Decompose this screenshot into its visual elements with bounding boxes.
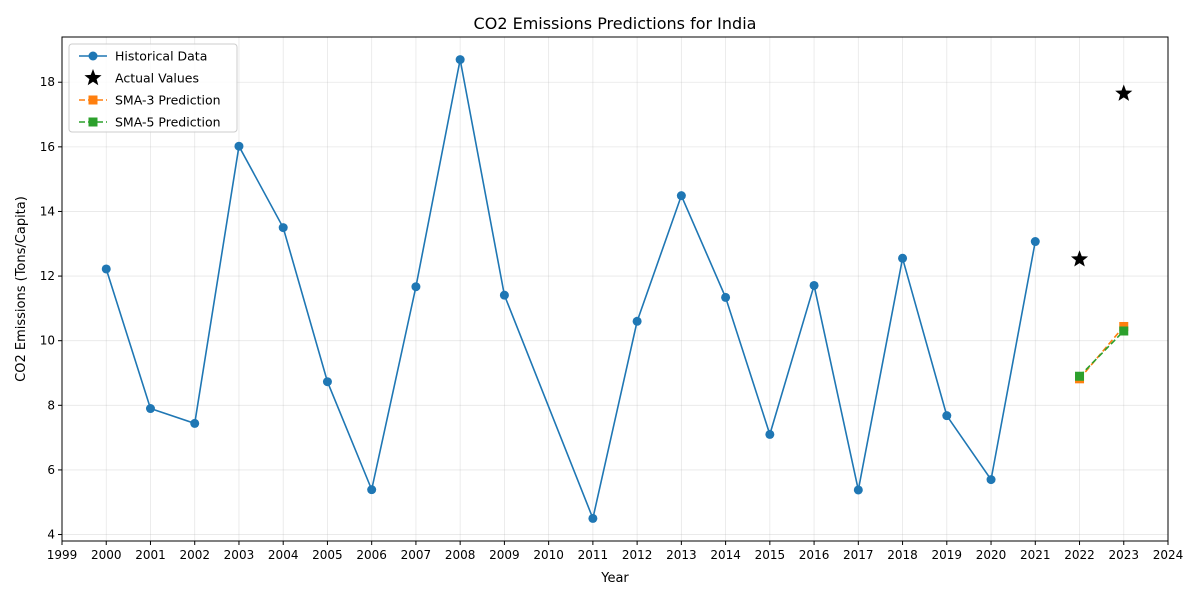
y-tick-label: 18 [40,75,55,89]
data-point-0 [986,475,996,485]
x-tick-label: 2006 [356,548,387,562]
data-point-0 [632,316,642,326]
y-tick-label: 4 [47,528,55,542]
y-tick-label: 14 [40,204,55,218]
x-tick-label: 2009 [489,548,520,562]
x-tick-label: 2014 [710,548,741,562]
data-point-0 [190,418,200,428]
x-tick-label: 2023 [1108,548,1139,562]
x-tick-label: 2020 [976,548,1007,562]
legend-label-1: Actual Values [115,71,199,86]
data-point-0 [278,223,288,233]
x-tick-label: 2004 [268,548,299,562]
legend-marker-3 [88,117,98,127]
legend: Historical Data Actual Values SMA-3 Predic… [68,43,238,133]
x-tick-label: 2021 [1020,548,1051,562]
legend-marker-0 [88,51,98,61]
x-tick-label: 2005 [312,548,343,562]
legend-box [68,43,238,133]
legend-label-0: Historical Data [115,49,207,64]
data-point-0 [411,282,421,292]
x-tick-label: 2024 [1153,548,1184,562]
legend-marker-1 [84,69,102,86]
legend-marker-2 [88,95,98,105]
series-0 [101,55,1040,523]
data-point-0 [721,292,731,302]
series-layer [101,55,1133,523]
data-point-1 [1070,250,1089,267]
data-point-0 [898,253,908,263]
data-point-0 [853,485,863,495]
x-tick-label: 2016 [799,548,830,562]
data-point-0 [588,513,598,523]
data-point-0 [367,485,377,495]
x-tick-label: 2012 [622,548,653,562]
y-tick-label: 8 [47,398,55,412]
data-point-0 [322,377,332,387]
x-tick-label: 1999 [47,548,78,562]
x-tick-label: 2022 [1064,548,1095,562]
x-tick-label: 2001 [135,548,166,562]
y-tick-label: 6 [47,463,55,477]
x-tick-label: 2010 [533,548,564,562]
data-point-0 [145,404,155,414]
series-3 [1075,326,1129,381]
x-tick-label: 2002 [179,548,210,562]
legend-label-3: SMA-5 Prediction [115,115,221,130]
chart-title: CO2 Emissions Predictions for India [474,14,757,33]
data-point-3 [1075,371,1085,381]
x-tick-label: 2017 [843,548,874,562]
data-point-0 [101,264,111,274]
data-point-0 [809,280,819,290]
x-tick-label: 2003 [224,548,255,562]
x-axis-label: Year [600,571,629,586]
data-point-0 [499,290,509,300]
data-point-0 [455,55,465,65]
series-line-3 [1078,330,1125,377]
y-tick-label: 12 [40,269,55,283]
series-line-2 [1078,325,1125,380]
data-point-0 [1030,237,1040,247]
x-tick-label: 2011 [578,548,609,562]
data-point-3 [1119,326,1129,336]
x-tick-label: 2019 [932,548,963,562]
data-point-0 [676,191,686,201]
data-point-0 [942,411,952,421]
y-tick-label: 16 [40,140,55,154]
plot-area-frame [61,36,1169,542]
data-point-2 [1119,321,1129,331]
series-1 [1070,84,1133,267]
x-tick-label: 2007 [401,548,432,562]
y-axis-label: CO2 Emissions (Tons/Capita) [14,196,29,382]
data-point-0 [234,141,244,151]
x-tick-label: 2015 [755,548,786,562]
x-axis: 1999 2000 2001 2002 2003 2004 2005 2006 2007 2008… [47,541,1184,562]
x-tick-label: 2013 [666,548,697,562]
y-tick-label: 10 [40,334,55,348]
x-tick-label: 2000 [91,548,122,562]
y-axis: 4 6 8 10 12 14 16 18 [40,75,62,542]
x-tick-label: 2008 [445,548,476,562]
data-point-1 [1115,84,1133,101]
legend-label-2: SMA-3 Prediction [115,93,221,108]
x-tick-label: 2018 [887,548,918,562]
data-point-0 [765,429,775,439]
